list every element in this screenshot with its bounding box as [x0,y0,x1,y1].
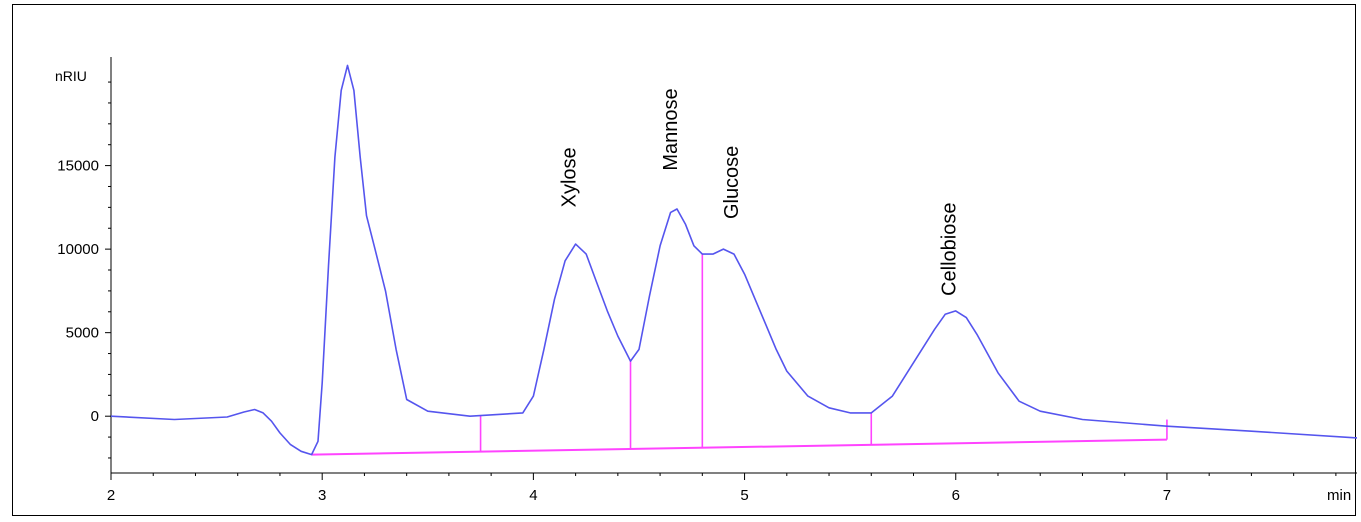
y-tick-label: 0 [91,408,99,425]
y-tick-label: 15000 [57,158,99,175]
y-axis-label: nRIU [55,68,87,84]
x-tick-label: 4 [529,487,537,504]
y-ticks: 0 5000 10000 15000 [57,81,111,459]
peak-markers [479,254,1168,452]
x-axis-unit-label: min [1327,487,1351,504]
baseline-series [311,438,1167,456]
axes [110,57,1357,474]
peak-label: Xylose [559,147,581,207]
peak-label: Glucose [721,146,743,219]
peak-labels: Xylose Mannose Glucose Cellobiose [559,88,961,296]
baseline-line [311,438,1167,456]
y-tick-label: 5000 [66,325,99,342]
peak-label: Mannose [660,88,682,170]
x-tick-label: 5 [740,487,748,504]
signal-line [110,64,1357,456]
x-ticks: 2 3 4 5 6 7 [107,473,1337,504]
x-tick-label: 6 [952,487,960,504]
signal-series [110,64,1357,456]
y-tick-label: 10000 [57,241,99,258]
x-tick-label: 2 [107,487,115,504]
x-tick-label: 3 [318,487,326,504]
x-tick-label: 7 [1163,487,1171,504]
chromatogram-frame: 2 3 4 5 6 7 0 5000 10000 15000 nRIU min Xylose Ma… [12,4,1357,516]
chromatogram-chart: 2 3 4 5 6 7 0 5000 10000 15000 nRIU min Xylose Ma… [55,57,1357,504]
peak-label: Cellobiose [939,203,961,296]
